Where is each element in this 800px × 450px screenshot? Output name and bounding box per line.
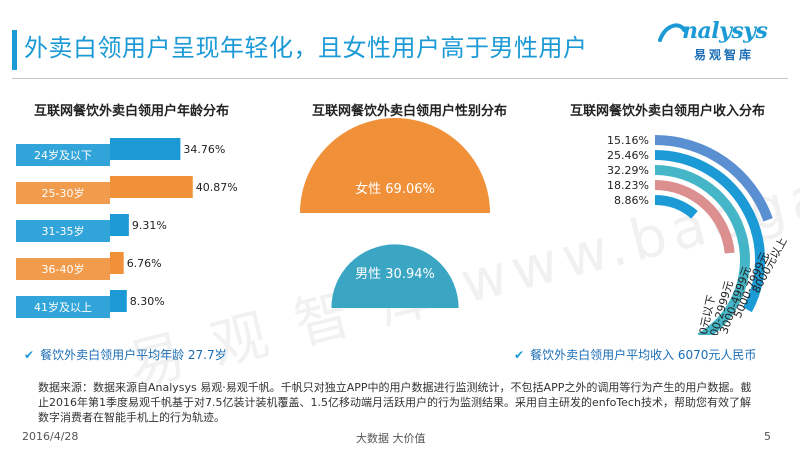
age-category-label: 25-30岁 <box>42 186 85 200</box>
footer-date: 2016/4/28 <box>22 430 79 443</box>
age-distribution-chart: 24岁及以下 34.76% 25-30岁 40.87% 31-35岁 9.31% 36-40… <box>16 138 238 318</box>
age-value-label: 6.76% <box>127 257 162 270</box>
age-bar <box>110 252 124 274</box>
age-value-label: 9.31% <box>132 219 167 232</box>
header-divider <box>12 78 788 79</box>
page-title: 外卖白领用户呈现年轻化，且女性用户高于男性用户 <box>24 34 588 62</box>
gender-female-shape <box>300 118 490 213</box>
gender-chart-title: 互联网餐饮外卖白领用户性别分布 <box>312 104 508 119</box>
age-value-label: 8.30% <box>130 295 165 308</box>
footer-slogan: 大数据 大价值 <box>356 432 426 445</box>
age-bar <box>110 176 193 198</box>
analysys-logo: nalysys 易观智库 <box>658 18 785 68</box>
income-value-label: 25.46% <box>607 149 649 162</box>
age-note: ✔ 餐饮外卖白领用户平均年龄 27.7岁 <box>24 346 227 363</box>
page-number: 5 <box>764 430 771 443</box>
title-accent-bar <box>12 30 17 70</box>
age-category-label: 41岁及以上 <box>34 300 92 314</box>
logo-name: nalysys <box>682 18 768 44</box>
income-value-label: 32.29% <box>607 164 649 177</box>
income-arc <box>654 195 698 219</box>
check-icon: ✔ <box>514 348 525 362</box>
logo-cn: 易观智库 <box>694 48 755 62</box>
income-value-label: 18.23% <box>607 179 649 192</box>
logo-swoosh-icon <box>658 23 686 42</box>
gender-male-shape <box>331 244 459 308</box>
age-value-label: 34.76% <box>183 143 225 156</box>
income-arc <box>654 180 735 254</box>
age-category-box <box>16 182 110 204</box>
age-category-box <box>16 144 110 166</box>
age-category-label: 31-35岁 <box>42 224 85 238</box>
gender-male-label: 男性 30.94% <box>355 267 435 282</box>
income-value-label: 8.86% <box>614 194 649 207</box>
income-arc <box>654 135 773 222</box>
income-distribution-chart: 15.16%25.46%32.29%18.23%8.86%8000元以上5000… <box>607 134 790 335</box>
age-category-box <box>16 220 110 242</box>
age-category-box <box>16 258 110 280</box>
age-bar <box>110 214 129 236</box>
age-note-text: 餐饮外卖白领用户平均年龄 27.7岁 <box>40 348 227 362</box>
age-category-label: 36-40岁 <box>42 262 85 276</box>
income-note: ✔ 餐饮外卖白领用户平均收入 6070元人民币 <box>514 346 756 363</box>
gender-distribution-chart: 女性 69.06% 男性 30.94% <box>300 118 490 308</box>
age-bar <box>110 290 127 312</box>
age-value-label: 40.87% <box>196 181 238 194</box>
age-category-box <box>16 296 110 318</box>
check-icon: ✔ <box>24 348 35 362</box>
age-category-label: 24岁及以下 <box>34 148 92 162</box>
income-chart-title: 互联网餐饮外卖白领用户收入分布 <box>570 104 766 119</box>
data-source-text: 数据来源：数据来源自Analysys 易观·易观千帆。千帆只对独立APP中的用户… <box>38 381 752 424</box>
gender-female-label: 女性 69.06% <box>355 181 435 197</box>
income-arc <box>654 150 765 313</box>
age-chart-title: 互联网餐饮外卖白领用户年龄分布 <box>34 104 230 119</box>
income-value-label: 15.16% <box>607 134 649 147</box>
income-arc <box>654 165 750 335</box>
income-note-text: 餐饮外卖白领用户平均收入 6070元人民币 <box>530 348 757 362</box>
age-bar <box>110 138 181 160</box>
